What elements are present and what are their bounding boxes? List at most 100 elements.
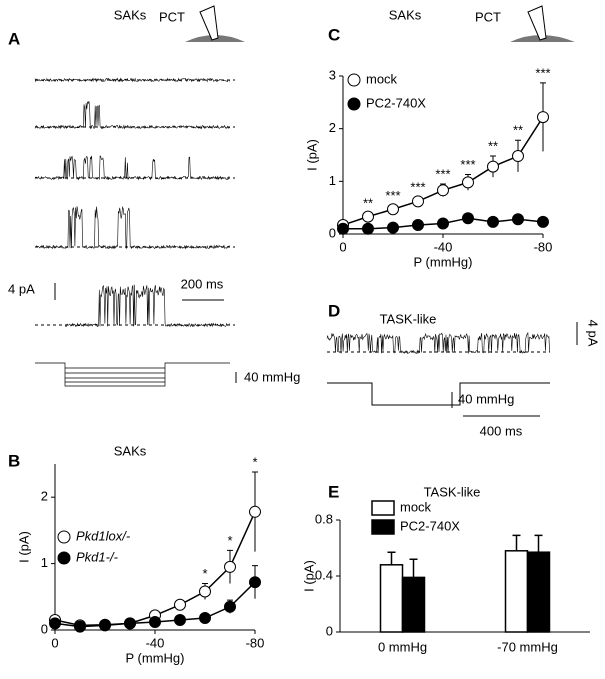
pct-label: PCT [475, 9, 501, 24]
panel-label: B [8, 451, 20, 470]
bar [526, 551, 551, 633]
data-point [199, 612, 211, 625]
y-tick-label: 2 [41, 489, 48, 504]
panel-title: SAKs [114, 7, 147, 22]
data-point [224, 600, 236, 613]
pct-icon [510, 5, 575, 42]
pressure-scale: 40 mmHg [244, 369, 300, 384]
data-point [224, 560, 236, 573]
data-point [199, 585, 211, 598]
error-bar [534, 534, 543, 553]
x-tick-label: -70 mmHg [497, 639, 558, 654]
time-scale: 200 ms [181, 276, 224, 291]
y-tick-label: 0 [329, 225, 336, 240]
x-tick-label: 0 mmHg [378, 639, 427, 654]
data-point [487, 160, 499, 173]
significance: *** [460, 157, 475, 172]
x-tick-label: 0 [51, 635, 58, 650]
bar [401, 576, 426, 633]
current-trace [34, 206, 230, 250]
data-point [512, 213, 524, 226]
current-scale: 4 pA [586, 320, 601, 347]
panel-title: TASK-like [380, 311, 437, 326]
panel-label: C [328, 25, 340, 44]
data-point [249, 505, 261, 518]
y-tick-label: 1 [41, 555, 48, 570]
chart-title: TASK-like [424, 484, 481, 499]
legend-swatch [371, 500, 395, 516]
significance: * [202, 566, 207, 581]
significance: *** [535, 65, 550, 80]
data-point [249, 576, 261, 589]
data-point [437, 184, 449, 197]
panel-title: SAKs [389, 7, 422, 22]
significance: *** [410, 180, 425, 195]
pressure-trace [35, 362, 230, 387]
data-point [487, 215, 499, 228]
time-scale: 400 ms [480, 423, 523, 438]
legend-marker [347, 97, 361, 111]
y-tick-label: 2 [329, 120, 336, 135]
current-trace [64, 284, 230, 328]
pressure-scale: 40 mmHg [458, 391, 514, 406]
y-axis-label: I (pA) [304, 139, 319, 171]
data-point [362, 210, 374, 223]
significance: *** [385, 188, 400, 203]
data-point [49, 617, 61, 630]
legend-marker [57, 530, 71, 544]
significance: * [252, 454, 257, 469]
data-point [462, 176, 474, 189]
data-point [412, 195, 424, 208]
legend-label: Pkd1-/- [76, 549, 119, 564]
pct-icon [185, 5, 245, 42]
data-point [387, 221, 399, 234]
current-scale: 4 pA [8, 281, 35, 296]
data-point [387, 203, 399, 216]
data-point [412, 219, 424, 232]
y-tick-label: 0.4 [315, 567, 333, 582]
pct-label: PCT [159, 9, 185, 24]
data-point [74, 620, 86, 633]
current-trace [326, 331, 550, 355]
y-tick-label: 1 [329, 173, 336, 188]
legend-label: Pkd1lox/- [76, 528, 131, 543]
legend-marker [57, 551, 71, 565]
x-tick-label: -80 [246, 635, 265, 650]
legend-label: PC2-740X [366, 95, 426, 110]
x-tick-label: -80 [534, 239, 553, 254]
data-point [537, 215, 549, 228]
legend-label: mock [366, 71, 398, 86]
legend-marker [347, 73, 361, 87]
bar [379, 564, 404, 633]
significance: ** [513, 123, 523, 138]
pressure-trace [327, 382, 550, 406]
x-tick-label: 0 [339, 239, 346, 254]
chart-title: SAKs [114, 443, 147, 458]
error-bar [387, 551, 396, 565]
legend-swatch [371, 519, 395, 535]
bar [504, 550, 529, 633]
y-tick-label: 0 [326, 623, 333, 638]
significance: ** [488, 138, 498, 153]
panel-label: D [328, 301, 340, 320]
significance: * [227, 533, 232, 548]
data-point [174, 614, 186, 627]
x-axis-label: P (mmHg) [414, 254, 473, 269]
data-point [124, 617, 136, 630]
data-point [537, 111, 549, 124]
data-point [99, 619, 111, 632]
data-point [437, 217, 449, 230]
current-trace [34, 77, 230, 83]
y-tick-label: 0.8 [315, 511, 333, 526]
data-point [149, 616, 161, 629]
error-bar [409, 558, 418, 578]
y-tick-label: 3 [329, 67, 336, 82]
legend-label: mock [400, 499, 432, 514]
data-point [337, 222, 349, 235]
current-trace [34, 155, 230, 181]
y-tick-label: 0 [41, 621, 48, 636]
panel-label: E [328, 482, 339, 501]
data-point [462, 212, 474, 225]
y-axis-label: I (pA) [16, 531, 31, 563]
